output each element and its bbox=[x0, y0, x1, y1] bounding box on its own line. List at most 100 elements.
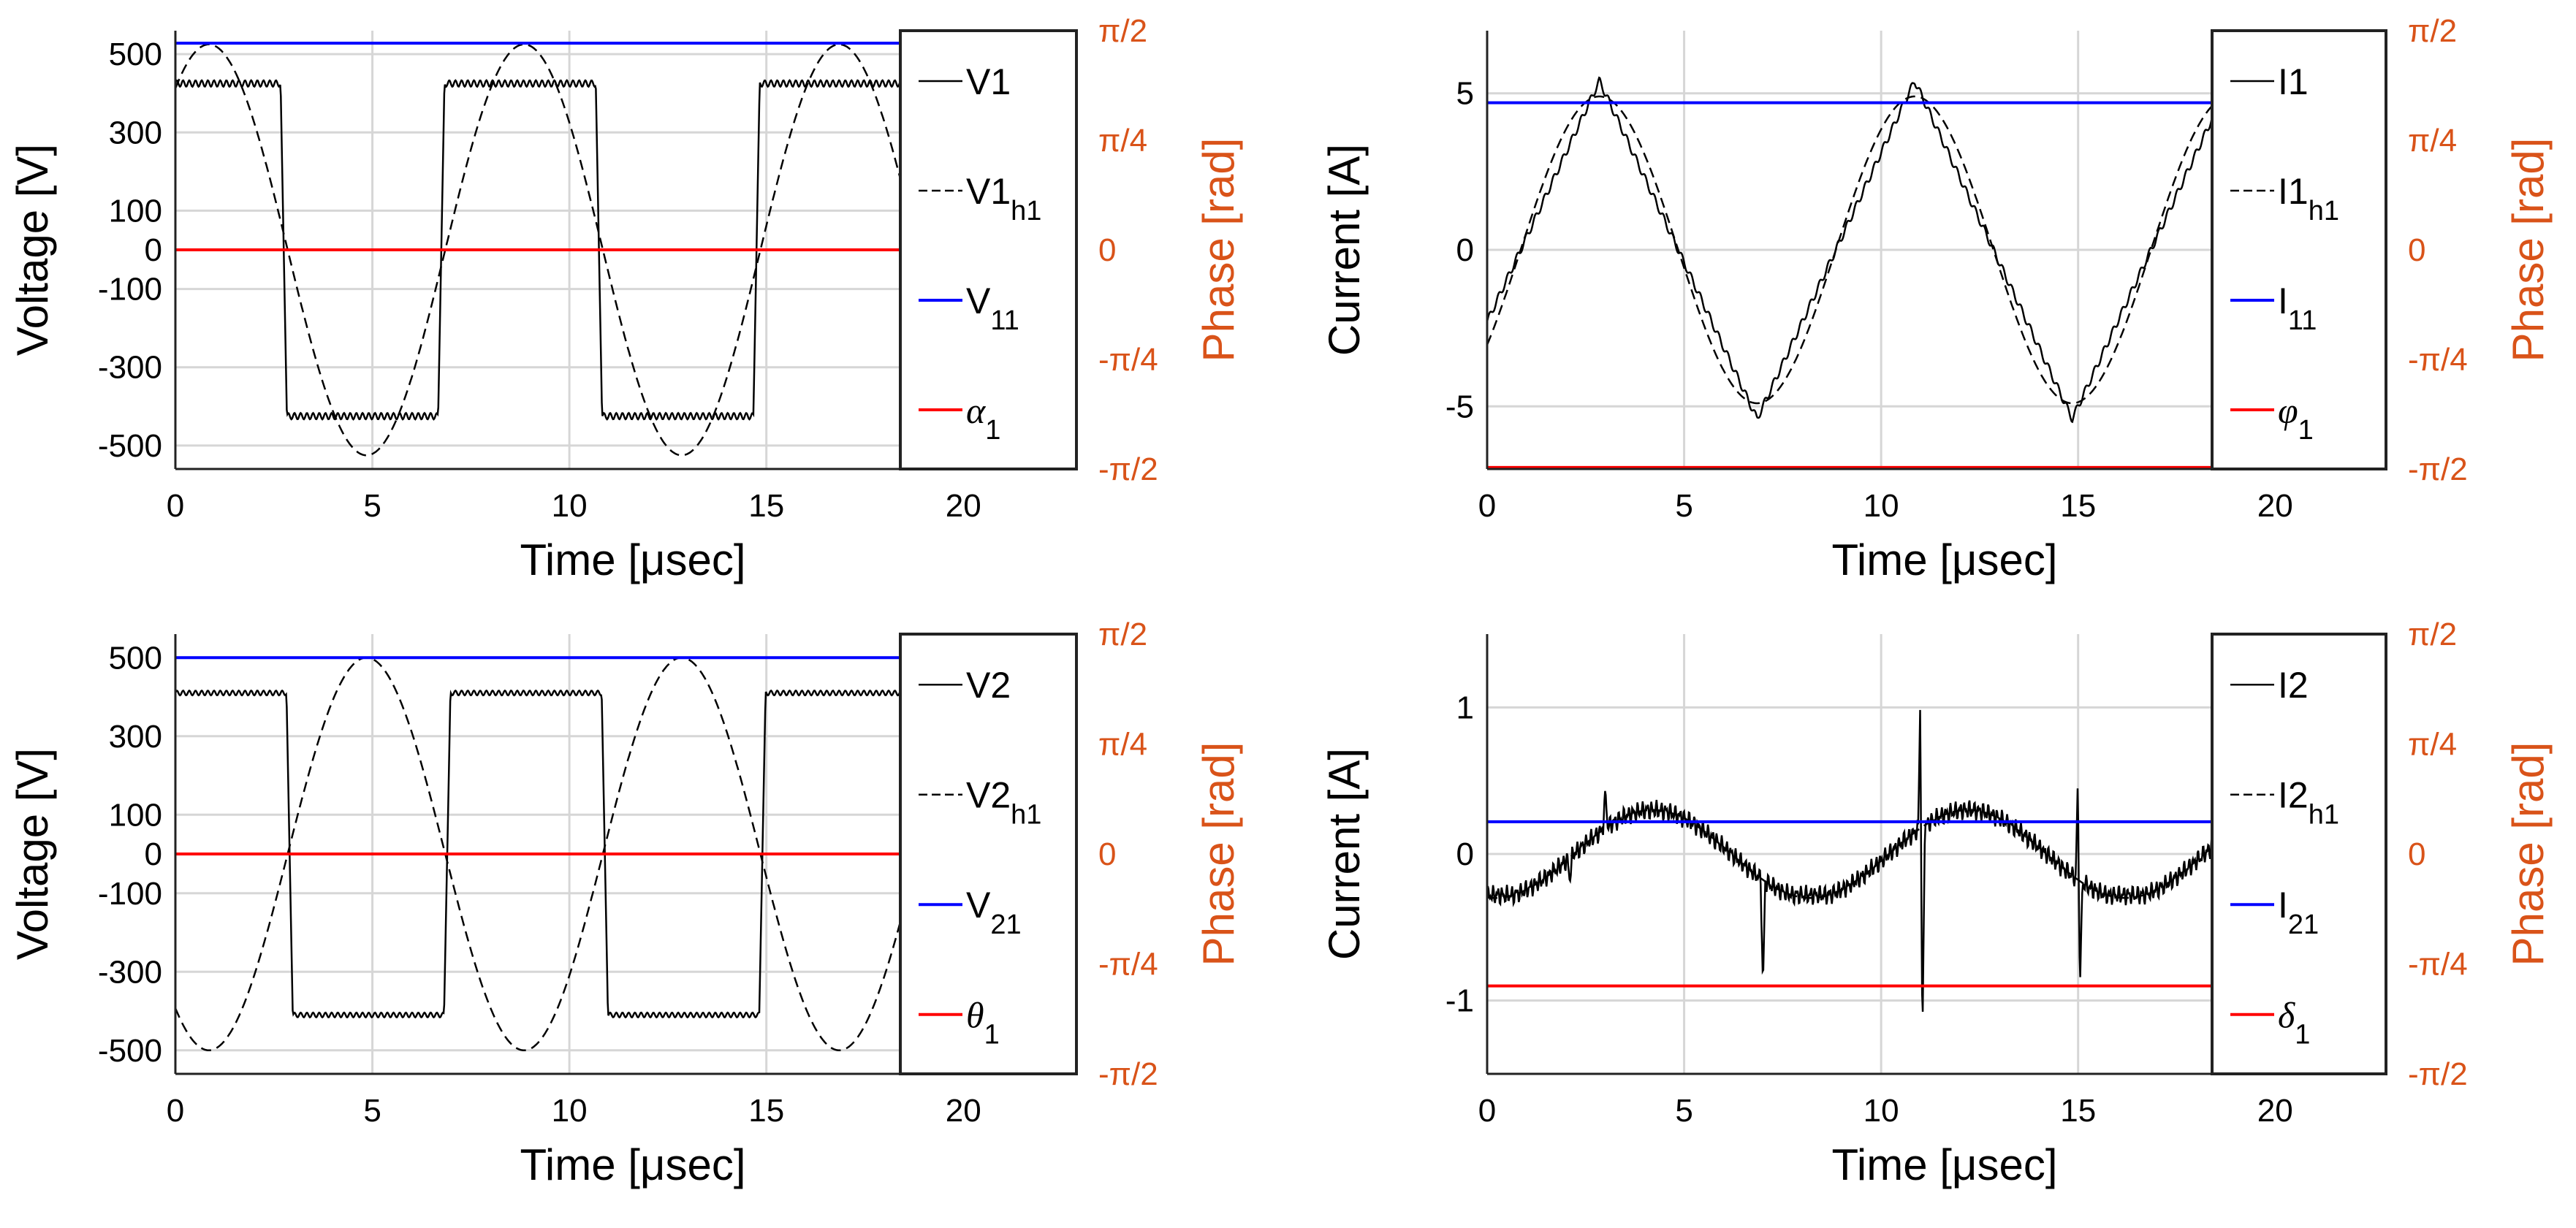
legend-main: I2 bbox=[2278, 775, 2309, 816]
y2-tick-label: -π/4 bbox=[1098, 342, 1158, 378]
legend-label: V1 bbox=[966, 61, 1011, 102]
chart-v2: 0 5 10 15 205003001000-100-300-500π/2π/40-π/… bbox=[8, 617, 1243, 1189]
y-tick-label: 0 bbox=[1456, 232, 1474, 268]
chart-v1: 0 5 10 15 205003001000-100-300-500π/2π/40-π/… bbox=[8, 13, 1243, 584]
legend-sub: 1 bbox=[2288, 61, 2309, 102]
legend-sub: 1 bbox=[985, 415, 1000, 446]
x-tick-label: 5 bbox=[363, 488, 381, 524]
legend-sub: 1 bbox=[990, 61, 1011, 102]
legend-sub: h1 bbox=[2309, 196, 2339, 226]
x-tick-label: 10 bbox=[1863, 488, 1899, 524]
legend-label: α1 bbox=[966, 390, 1000, 446]
y-tick-label: -5 bbox=[1445, 389, 1474, 424]
x-axis-title: Time [μsec] bbox=[1831, 535, 2057, 584]
legend-sub: 11 bbox=[2288, 305, 2317, 336]
x-axis-title: Time [μsec] bbox=[520, 1140, 745, 1189]
y-tick-label: -300 bbox=[98, 350, 162, 386]
y-tick-label: 0 bbox=[1456, 836, 1474, 872]
y-axis-title: Current [A] bbox=[1320, 144, 1369, 356]
legend-sub: h1 bbox=[1011, 800, 1041, 831]
y-axis-title: Voltage [V] bbox=[8, 144, 57, 356]
legend-main: φ bbox=[2278, 390, 2298, 431]
series-I2 bbox=[1486, 709, 2213, 1012]
y2-tick-label: π/2 bbox=[2408, 13, 2457, 49]
y-axis-title: Current [A] bbox=[1320, 748, 1369, 960]
legend-sub: 1 bbox=[984, 1020, 1000, 1050]
legend-main: θ bbox=[966, 995, 984, 1036]
legend-label: V2h1 bbox=[966, 775, 1041, 831]
y-tick-label: 300 bbox=[109, 719, 162, 755]
x-axis-title: Time [μsec] bbox=[520, 535, 745, 584]
legend-sub: h1 bbox=[2309, 800, 2339, 831]
y-tick-label: -100 bbox=[98, 876, 162, 912]
y-axis-title: Voltage [V] bbox=[8, 748, 57, 960]
y2-tick-label: π/4 bbox=[1098, 727, 1147, 763]
y2-tick-label: π/2 bbox=[1098, 617, 1147, 652]
x-tick-label: 5 bbox=[1675, 488, 1692, 524]
series-V2_h1 bbox=[174, 657, 902, 1051]
legend-label: I1h1 bbox=[2278, 171, 2339, 226]
x-tick-label: 15 bbox=[2060, 488, 2096, 524]
y-tick-label: 500 bbox=[109, 37, 162, 72]
legend-main: I bbox=[2278, 281, 2288, 321]
legend-label: θ1 bbox=[966, 995, 1000, 1050]
y2-tick-label: -π/2 bbox=[1098, 1056, 1158, 1092]
legend-main: δ bbox=[2278, 995, 2295, 1036]
y-tick-label: -300 bbox=[98, 954, 162, 990]
legend-label: I21 bbox=[2278, 885, 2319, 940]
legend-sub: h1 bbox=[1011, 196, 1041, 226]
y2-tick-label: π/4 bbox=[2408, 123, 2457, 159]
legend-label: V2 bbox=[966, 665, 1011, 706]
y-tick-label: 500 bbox=[109, 640, 162, 676]
legend-label: φ1 bbox=[2278, 390, 2314, 446]
y2-tick-label: π/4 bbox=[1098, 123, 1147, 159]
y-tick-label: -100 bbox=[98, 272, 162, 308]
legend-box bbox=[899, 29, 1078, 470]
chart-i1: 0 5 10 15 20 5 0 -5 π/2 π/4 0 -π/4 -π/2 Time [μsec] Cu… bbox=[1320, 13, 2553, 584]
y2-tick-label: 0 bbox=[2408, 836, 2425, 872]
x-tick-label: 5 bbox=[1675, 1093, 1692, 1129]
legend-main: V bbox=[966, 665, 991, 706]
x-tick-label: 20 bbox=[946, 1093, 981, 1129]
legend-main: V1 bbox=[966, 171, 1011, 212]
series-I1 bbox=[1486, 76, 2214, 424]
y2-tick-label: -π/2 bbox=[2408, 1056, 2468, 1092]
legend-box bbox=[899, 633, 1078, 1075]
series-I1_h1 bbox=[1486, 95, 2213, 405]
series-V2 bbox=[174, 689, 902, 1019]
y-tick-label: 300 bbox=[109, 115, 162, 150]
x-tick-label: 20 bbox=[2257, 1093, 2293, 1129]
legend-label: I2 bbox=[2278, 665, 2309, 706]
legend-label: V1h1 bbox=[966, 171, 1041, 226]
x-tick-label: 20 bbox=[946, 488, 981, 524]
legend-main: I bbox=[2278, 665, 2288, 706]
x-tick-label: 10 bbox=[552, 1093, 588, 1129]
y2-tick-label: -π/4 bbox=[2408, 342, 2468, 378]
y2-tick-label: π/2 bbox=[1098, 13, 1147, 49]
y2-tick-label: -π/4 bbox=[1098, 947, 1158, 983]
y-tick-label: 100 bbox=[109, 797, 162, 833]
y2-tick-label: -π/4 bbox=[2408, 947, 2468, 983]
legend-sub: 1 bbox=[2295, 1020, 2310, 1050]
legend-label: I2h1 bbox=[2278, 775, 2339, 831]
y2-tick-label: π/2 bbox=[2408, 617, 2457, 652]
y2-tick-label: -π/2 bbox=[2408, 451, 2468, 487]
y-tick-label: 0 bbox=[145, 232, 162, 268]
legend-box bbox=[2211, 633, 2387, 1075]
y2-tick-label: 0 bbox=[1098, 836, 1116, 872]
y2-tick-label: π/4 bbox=[2408, 727, 2457, 763]
y-tick-label: -500 bbox=[98, 1033, 162, 1069]
legend-main: I bbox=[2278, 61, 2288, 102]
x-tick-label: 15 bbox=[748, 1093, 784, 1129]
y2-tick-label: 0 bbox=[2408, 232, 2425, 268]
y-tick-label: 100 bbox=[109, 193, 162, 229]
x-axis-title: Time [μsec] bbox=[1831, 1140, 2057, 1189]
legend-label: V11 bbox=[966, 281, 1019, 336]
legend-sub: 2 bbox=[2288, 665, 2309, 706]
y-tick-label: -1 bbox=[1445, 983, 1474, 1019]
x-tick-label: 10 bbox=[552, 488, 588, 524]
y-tick-label: 0 bbox=[145, 836, 162, 872]
